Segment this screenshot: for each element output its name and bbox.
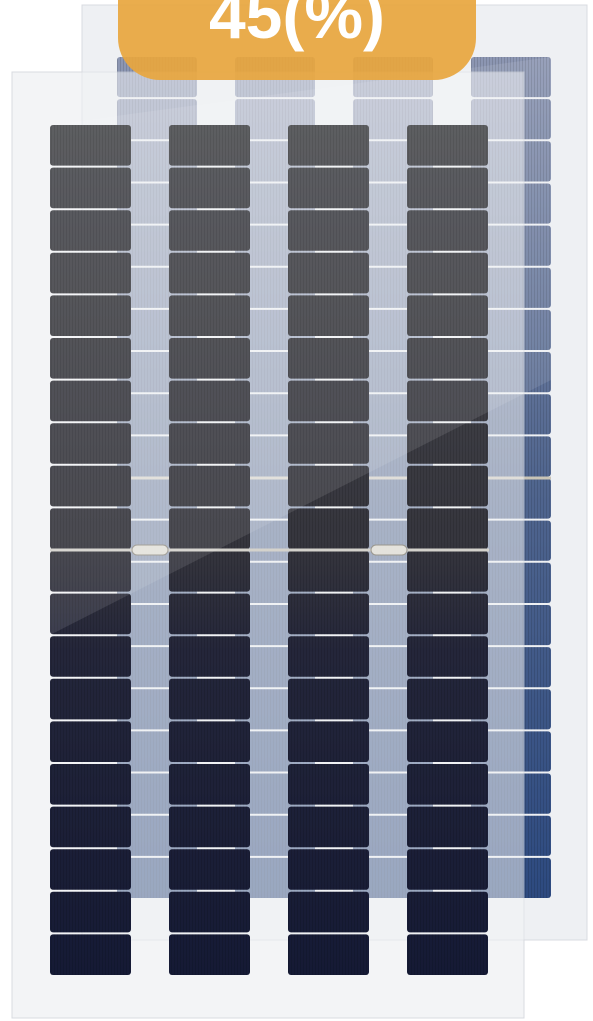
front-cell-texture — [169, 678, 250, 720]
front-cell-texture — [407, 806, 488, 848]
front-cell-texture — [288, 721, 369, 762]
front-cell-texture — [288, 423, 369, 464]
front-cell-texture — [50, 764, 131, 805]
front-cell-texture — [288, 295, 369, 336]
front-cell-texture — [169, 210, 250, 251]
front-cell-texture — [50, 423, 131, 464]
front-cell-texture — [407, 465, 488, 507]
front-cell-texture — [50, 167, 131, 209]
front-cell-texture — [407, 423, 488, 464]
front-cell-texture — [407, 636, 488, 677]
front-cell-texture — [50, 338, 131, 379]
front-cell-texture — [169, 891, 250, 933]
front-cell-texture — [288, 593, 369, 635]
front-cell-texture — [169, 465, 250, 507]
front-cell-texture — [407, 764, 488, 805]
front-panel-cells — [50, 125, 488, 975]
front-cell-texture — [407, 849, 488, 890]
front-cell-texture — [169, 934, 250, 975]
front-cell-texture — [169, 423, 250, 464]
front-cell-texture — [407, 295, 488, 336]
front-cell-texture — [407, 210, 488, 251]
front-cell-texture — [50, 849, 131, 890]
front-cell-texture — [169, 593, 250, 635]
front-cell-texture — [50, 380, 131, 422]
front-cell-texture — [288, 891, 369, 933]
front-cell-texture — [288, 210, 369, 251]
front-cell-texture — [407, 678, 488, 720]
front-cell-texture — [169, 295, 250, 336]
front-cell-texture — [288, 849, 369, 890]
front-cell-texture — [50, 721, 131, 762]
front-cell-texture — [50, 806, 131, 848]
front-cell-texture — [50, 551, 131, 592]
front-cell-texture — [169, 551, 250, 592]
front-cell-texture — [169, 252, 250, 294]
front-cell-texture — [407, 593, 488, 635]
junction-box — [131, 544, 169, 556]
front-cell-texture — [50, 252, 131, 294]
front-cell-texture — [50, 678, 131, 720]
front-cell-texture — [407, 252, 488, 294]
front-cell-texture — [169, 721, 250, 762]
front-cell-texture — [288, 167, 369, 209]
junction-box — [370, 544, 408, 556]
front-cell-texture — [407, 380, 488, 422]
front-cell-texture — [288, 380, 369, 422]
front-cell-texture — [288, 806, 369, 848]
glass-reflection — [50, 57, 551, 635]
front-cell-texture — [288, 252, 369, 294]
front-cell-texture — [288, 678, 369, 720]
front-cell-texture — [169, 636, 250, 677]
front-cell-texture — [288, 508, 369, 549]
front-cell-texture — [169, 849, 250, 890]
front-cell-texture — [407, 721, 488, 762]
front-cell-texture — [50, 934, 131, 975]
front-cell-texture — [407, 934, 488, 975]
front-cell-texture — [50, 465, 131, 507]
front-cell-texture — [169, 764, 250, 805]
front-cell-texture — [407, 167, 488, 209]
front-cell-texture — [50, 210, 131, 251]
front-cell-texture — [288, 551, 369, 592]
front-cell-texture — [288, 338, 369, 379]
front-cell-texture — [288, 934, 369, 975]
front-cell-texture — [288, 465, 369, 507]
front-cell-texture — [169, 806, 250, 848]
front-cell-texture — [50, 508, 131, 549]
front-cell-texture — [169, 167, 250, 209]
front-cell-texture — [288, 636, 369, 677]
front-cell-texture — [169, 380, 250, 422]
front-cell-texture — [50, 295, 131, 336]
front-cell-texture — [169, 508, 250, 549]
front-cell-texture — [407, 125, 488, 166]
front-cell-texture — [407, 508, 488, 549]
front-cell-texture — [288, 764, 369, 805]
front-cell-texture — [50, 125, 131, 166]
front-cell-texture — [407, 338, 488, 379]
front-cell-texture — [50, 593, 131, 635]
front-cell-texture — [169, 338, 250, 379]
front-cell-texture — [407, 551, 488, 592]
front-cell-texture — [169, 125, 250, 166]
front-cell-texture — [288, 125, 369, 166]
front-cell-texture — [50, 636, 131, 677]
front-cell-texture — [407, 891, 488, 933]
badge-label: 45(%) — [209, 0, 385, 52]
badge — [118, 0, 476, 80]
front-cell-texture — [50, 891, 131, 933]
